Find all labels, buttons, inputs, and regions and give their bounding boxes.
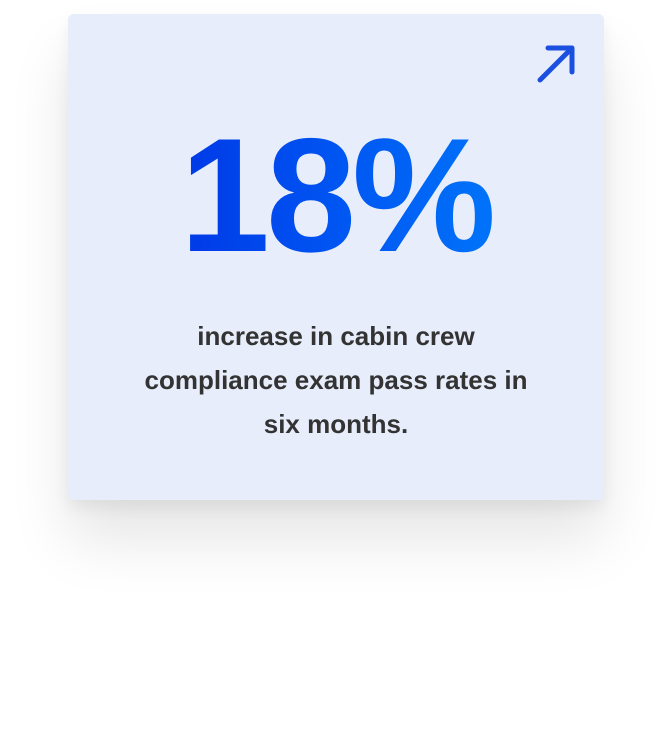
stat-card: 18% increase in cabin crew compliance ex…: [68, 14, 604, 500]
stat-description: increase in cabin crew compliance exam p…: [144, 321, 528, 439]
arrow-up-right-icon[interactable]: [534, 40, 582, 88]
stat-value: 18%: [68, 106, 604, 286]
